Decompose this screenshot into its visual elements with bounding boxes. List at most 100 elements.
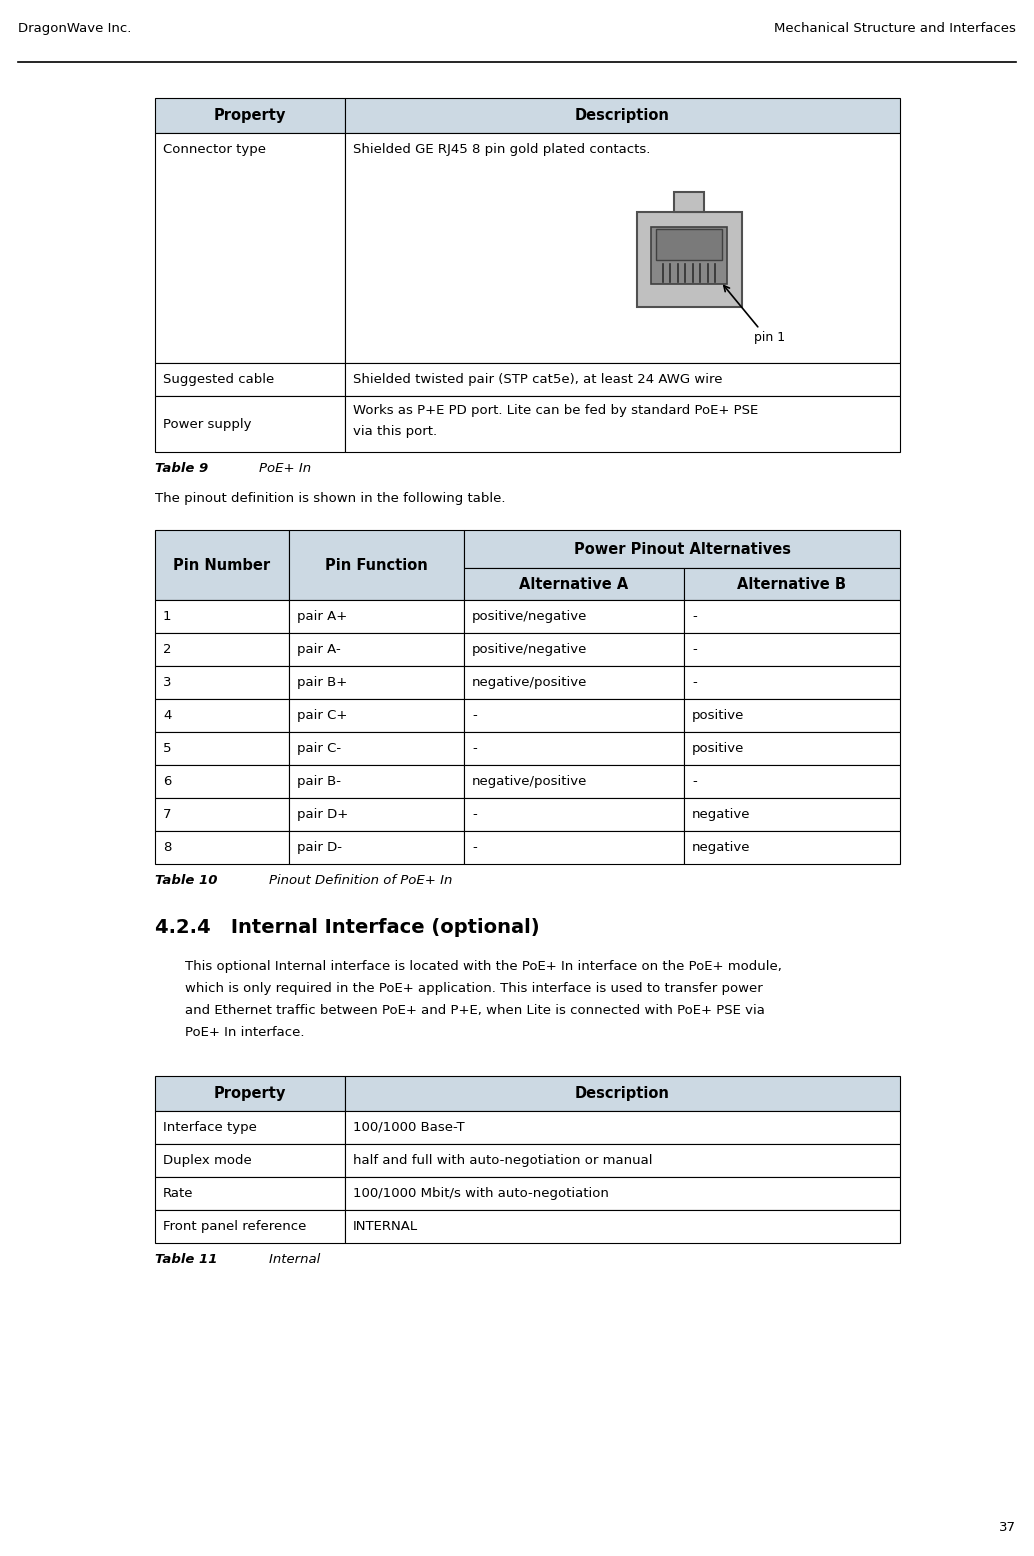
Text: positive: positive	[692, 710, 744, 722]
Bar	[345, 132, 900, 363]
Text: Duplex mode: Duplex mode	[163, 1155, 251, 1167]
Text: Pin Number: Pin Number	[174, 557, 271, 573]
Text: pair D-: pair D-	[297, 840, 342, 854]
Text: Connector type: Connector type	[163, 143, 266, 156]
Text: via this port.: via this port.	[353, 425, 437, 437]
Text: This optional Internal interface is located with the PoE+ In interface on the Po: This optional Internal interface is loca…	[185, 960, 782, 972]
Bar	[290, 601, 464, 633]
Bar	[683, 568, 900, 601]
Text: positive/negative: positive/negative	[473, 610, 587, 622]
Text: Table 9: Table 9	[155, 462, 208, 475]
Text: -: -	[692, 775, 697, 787]
Text: Alternative A: Alternative A	[519, 577, 629, 591]
Bar	[345, 1211, 900, 1243]
Bar	[464, 766, 683, 798]
Bar	[155, 699, 290, 731]
Text: Description: Description	[575, 1086, 670, 1102]
Bar	[155, 395, 345, 451]
Bar	[155, 1176, 345, 1211]
Bar	[155, 1111, 345, 1144]
Text: 1: 1	[163, 610, 172, 622]
Bar	[155, 98, 345, 132]
Text: Rate: Rate	[163, 1187, 193, 1200]
Bar	[155, 132, 345, 363]
Text: 5: 5	[163, 742, 172, 755]
Bar	[683, 633, 900, 666]
Text: positive: positive	[692, 742, 744, 755]
Text: Table 10: Table 10	[155, 874, 217, 887]
Bar	[464, 633, 683, 666]
Text: DragonWave Inc.: DragonWave Inc.	[18, 22, 131, 34]
Bar	[637, 212, 741, 307]
Text: negative/positive: negative/positive	[473, 775, 587, 787]
Bar	[464, 798, 683, 831]
Text: which is only required in the PoE+ application. This interface is used to transf: which is only required in the PoE+ appli…	[185, 982, 763, 994]
Text: positive/negative: positive/negative	[473, 643, 587, 657]
Text: Works as P+E PD port. Lite can be fed by standard PoE+ PSE: Works as P+E PD port. Lite can be fed by…	[353, 405, 758, 417]
Text: pair C+: pair C+	[297, 710, 347, 722]
Bar	[464, 699, 683, 731]
Text: -: -	[692, 643, 697, 657]
Text: 4: 4	[163, 710, 172, 722]
Bar	[345, 395, 900, 451]
Text: Power supply: Power supply	[163, 417, 251, 431]
Bar	[345, 1176, 900, 1211]
Bar	[290, 766, 464, 798]
Text: negative: negative	[692, 808, 751, 822]
Text: pair A+: pair A+	[297, 610, 347, 622]
Bar	[155, 666, 290, 699]
Text: negative: negative	[692, 840, 751, 854]
Bar	[155, 363, 345, 395]
Bar	[683, 766, 900, 798]
Text: -: -	[473, 808, 477, 822]
Text: negative/positive: negative/positive	[473, 675, 587, 689]
Bar	[290, 531, 464, 601]
Text: Mechanical Structure and Interfaces: Mechanical Structure and Interfaces	[774, 22, 1016, 34]
Bar	[683, 731, 900, 766]
Bar	[683, 601, 900, 633]
Text: Property: Property	[214, 1086, 286, 1102]
Bar	[290, 699, 464, 731]
Bar	[290, 633, 464, 666]
Text: -: -	[692, 675, 697, 689]
Text: -: -	[692, 610, 697, 622]
Text: PoE+ In: PoE+ In	[225, 462, 311, 475]
Text: -: -	[473, 710, 477, 722]
Text: Power Pinout Alternatives: Power Pinout Alternatives	[574, 541, 791, 557]
Bar	[155, 531, 290, 601]
Bar	[345, 1111, 900, 1144]
Bar	[464, 666, 683, 699]
Text: -: -	[473, 742, 477, 755]
Bar	[464, 568, 683, 601]
Text: 100/1000 Mbit/s with auto-negotiation: 100/1000 Mbit/s with auto-negotiation	[353, 1187, 609, 1200]
Bar	[155, 1211, 345, 1243]
Text: 8: 8	[163, 840, 172, 854]
Text: The pinout definition is shown in the following table.: The pinout definition is shown in the fo…	[155, 492, 506, 506]
Text: Pinout Definition of PoE+ In: Pinout Definition of PoE+ In	[235, 874, 453, 887]
Bar	[683, 798, 900, 831]
Text: 37: 37	[999, 1522, 1016, 1534]
Bar	[155, 766, 290, 798]
Text: Front panel reference: Front panel reference	[163, 1220, 306, 1232]
Bar	[155, 731, 290, 766]
Bar	[155, 1077, 345, 1111]
Text: Interface type: Interface type	[163, 1120, 256, 1134]
Bar	[290, 798, 464, 831]
Bar	[290, 666, 464, 699]
Text: Shielded GE RJ45 8 pin gold plated contacts.: Shielded GE RJ45 8 pin gold plated conta…	[353, 143, 650, 156]
Bar	[657, 229, 722, 260]
Text: pair B-: pair B-	[297, 775, 341, 787]
Text: Suggested cable: Suggested cable	[163, 373, 274, 386]
Bar	[345, 98, 900, 132]
Bar	[674, 191, 704, 212]
Text: 4.2.4   Internal Interface (optional): 4.2.4 Internal Interface (optional)	[155, 918, 540, 937]
Bar	[155, 1144, 345, 1176]
Bar	[290, 731, 464, 766]
Text: half and full with auto-negotiation or manual: half and full with auto-negotiation or m…	[353, 1155, 652, 1167]
Bar	[155, 633, 290, 666]
Bar	[345, 363, 900, 395]
Text: Description: Description	[575, 107, 670, 123]
Bar	[651, 227, 727, 285]
Bar	[464, 831, 683, 864]
Text: 2: 2	[163, 643, 172, 657]
